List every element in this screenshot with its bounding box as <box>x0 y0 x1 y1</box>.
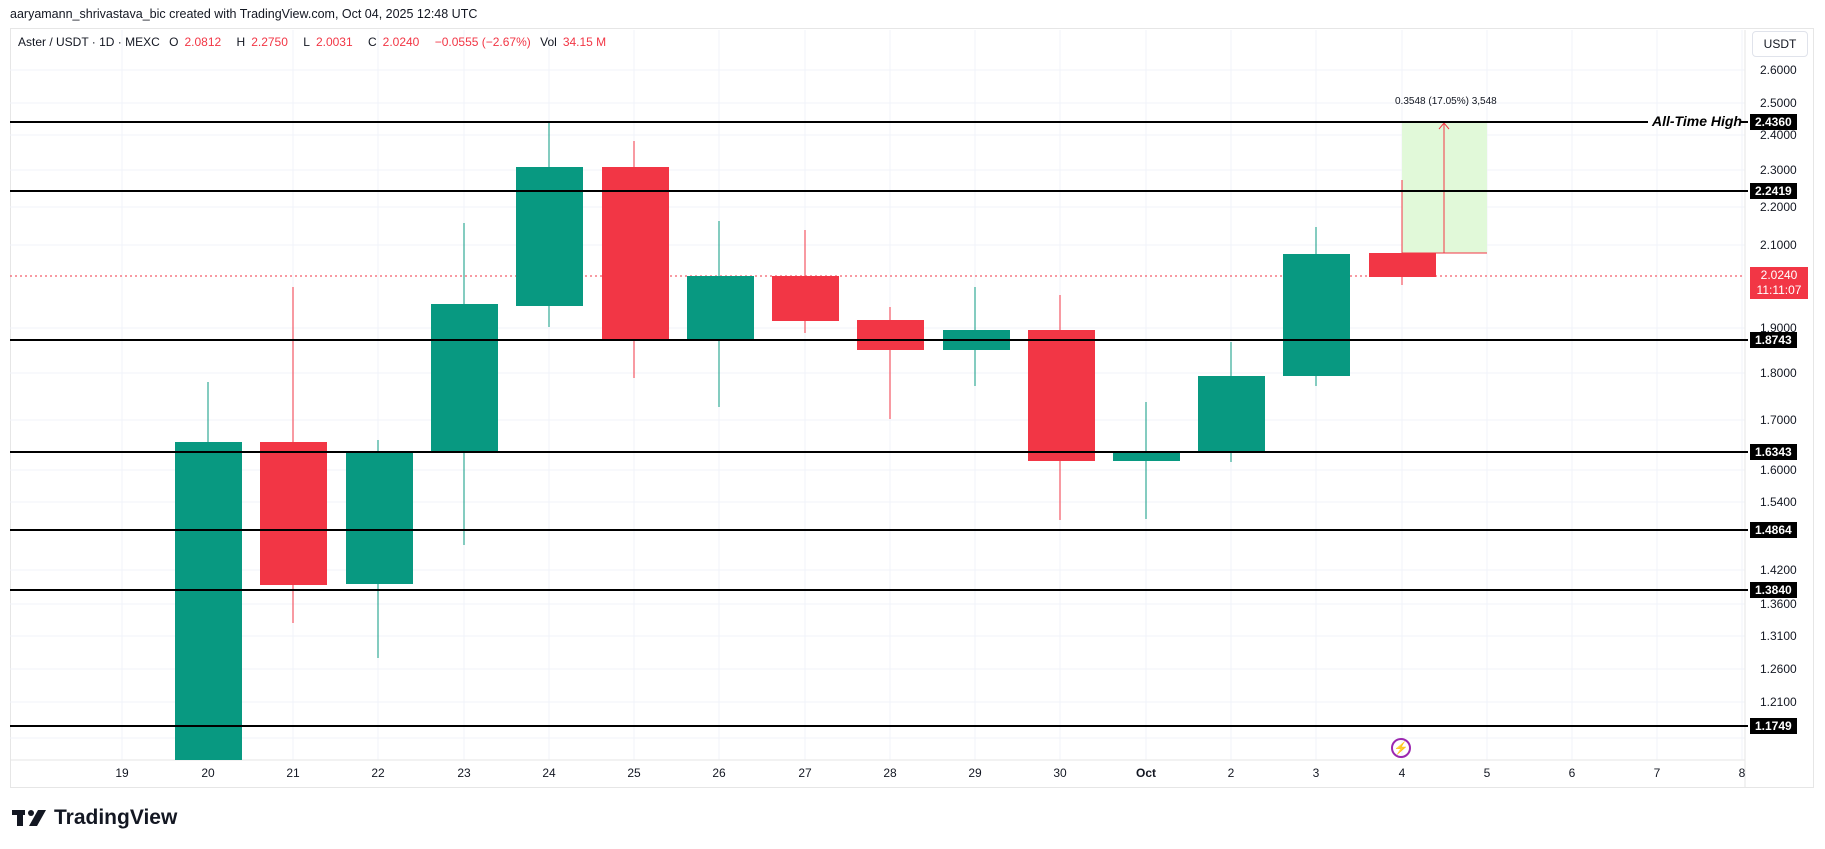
candle-sep26 <box>687 276 754 339</box>
price-axis-labels: 2.6000 2.5000 2.4000 2.3000 2.2000 2.100… <box>1760 63 1797 709</box>
grid-vertical <box>121 30 1743 760</box>
horizontal-levels[interactable] <box>10 121 1748 727</box>
ath-label[interactable]: All-Time High <box>1652 113 1742 129</box>
svg-text:2.3000: 2.3000 <box>1760 163 1797 177</box>
ohlc-change: −0.0555 (−2.67%) <box>434 35 531 49</box>
currency-button[interactable]: USDT <box>1752 31 1808 57</box>
level-tag-2-2419: 2.2419 <box>1750 183 1797 199</box>
svg-text:24: 24 <box>542 766 556 780</box>
candle-sep27 <box>772 276 839 321</box>
svg-text:29: 29 <box>968 766 982 780</box>
svg-text:1.3100: 1.3100 <box>1760 629 1797 643</box>
svg-text:2.1000: 2.1000 <box>1760 238 1797 252</box>
ohlc-open: O 2.0812 <box>169 35 222 49</box>
svg-text:20: 20 <box>201 766 215 780</box>
ohlc-close: C 2.0240 <box>367 35 420 49</box>
candle-oct3 <box>1283 254 1350 376</box>
candle-oct1 <box>1113 451 1180 461</box>
svg-text:30: 30 <box>1053 766 1067 780</box>
symbol-name[interactable]: Aster / USDT · 1D · MEXC <box>18 35 160 49</box>
svg-text:1.8000: 1.8000 <box>1760 366 1797 380</box>
svg-text:2.5000: 2.5000 <box>1760 96 1797 110</box>
svg-text:1.2600: 1.2600 <box>1760 662 1797 676</box>
symbol-legend: Aster / USDT · 1D · MEXC O 2.0812 H 2.2750… <box>18 35 618 49</box>
svg-text:2.6000: 2.6000 <box>1760 63 1797 77</box>
level-tag-1-8743: 1.8743 <box>1750 332 1797 348</box>
svg-text:1.2100: 1.2100 <box>1760 695 1797 709</box>
svg-text:1.9000: 1.9000 <box>1760 321 1797 335</box>
svg-text:1.7000: 1.7000 <box>1760 413 1797 427</box>
candle-sep25 <box>602 167 669 339</box>
svg-text:1.4200: 1.4200 <box>1760 563 1797 577</box>
tradingview-logo: TradingView <box>12 806 177 830</box>
svg-text:Oct: Oct <box>1136 766 1156 780</box>
chart-frame[interactable] <box>10 28 1814 788</box>
time-axis-labels: 19 20 21 22 23 24 25 26 27 28 29 30 Oct … <box>115 766 1745 780</box>
grid-horizontal <box>10 69 1745 739</box>
svg-text:3: 3 <box>1313 766 1320 780</box>
ohlc-high: H 2.2750 <box>236 35 288 49</box>
svg-text:2: 2 <box>1228 766 1235 780</box>
candle-sep21 <box>260 442 327 585</box>
measure-label: 0.3548 (17.05%) 3,548 <box>1395 96 1497 107</box>
candle-oct4 <box>1369 253 1436 277</box>
current-price-tag: 2.0240 11:11:07 <box>1750 267 1808 299</box>
svg-text:25: 25 <box>627 766 641 780</box>
level-tag-2-4360: 2.4360 <box>1750 114 1797 130</box>
level-tag-1-6343: 1.6343 <box>1750 444 1797 460</box>
svg-text:27: 27 <box>798 766 812 780</box>
tradingview-logo-text: TradingView <box>54 806 178 829</box>
tradingview-logo-icon <box>12 810 46 826</box>
candle-sep20 <box>175 442 242 760</box>
svg-text:2.2000: 2.2000 <box>1760 200 1797 214</box>
svg-text:4: 4 <box>1399 766 1406 780</box>
candle-sep24 <box>516 167 583 306</box>
svg-text:26: 26 <box>712 766 726 780</box>
svg-text:22: 22 <box>371 766 385 780</box>
svg-text:1.3600: 1.3600 <box>1760 597 1797 611</box>
ohlc-low: L 2.0031 <box>303 35 353 49</box>
current-price-value: 2.0240 <box>1760 268 1798 282</box>
level-tag-1-1749: 1.1749 <box>1750 718 1797 734</box>
svg-text:5: 5 <box>1484 766 1491 780</box>
level-tag-1-4864: 1.4864 <box>1750 522 1797 538</box>
level-tag-1-3840: 1.3840 <box>1750 582 1797 598</box>
svg-text:6: 6 <box>1569 766 1576 780</box>
svg-text:19: 19 <box>115 766 129 780</box>
lightning-event-icon[interactable]: ⚡ <box>1391 738 1411 758</box>
chart-credit: aaryamann_shrivastava_bic created with T… <box>10 7 478 21</box>
candles <box>175 122 1436 760</box>
svg-text:21: 21 <box>286 766 300 780</box>
svg-text:8: 8 <box>1739 766 1746 780</box>
svg-text:28: 28 <box>883 766 897 780</box>
candle-sep30 <box>1028 330 1095 461</box>
volume: Vol 34.15 M <box>540 35 607 49</box>
candle-sep28 <box>857 320 924 350</box>
bar-countdown: 11:11:07 <box>1756 283 1802 297</box>
svg-text:1.5400: 1.5400 <box>1760 495 1797 509</box>
candle-oct2 <box>1198 376 1265 452</box>
candle-sep22 <box>346 452 413 584</box>
svg-text:7: 7 <box>1654 766 1661 780</box>
svg-text:1.6000: 1.6000 <box>1760 463 1797 477</box>
svg-text:23: 23 <box>457 766 471 780</box>
svg-text:2.4000: 2.4000 <box>1760 128 1797 142</box>
candle-sep23 <box>431 304 498 452</box>
